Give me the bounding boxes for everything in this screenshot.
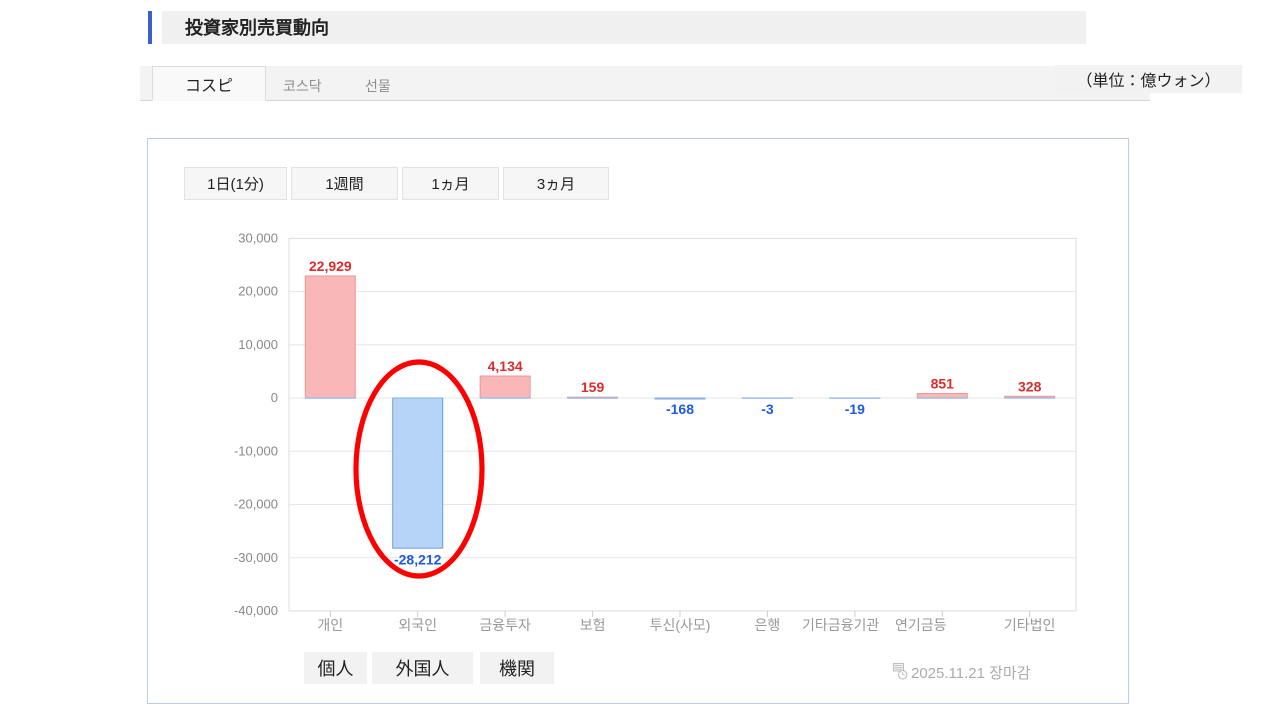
svg-text:328: 328	[1018, 378, 1042, 394]
svg-text:개인: 개인	[317, 617, 343, 633]
svg-text:투신(사모): 투신(사모)	[650, 617, 711, 633]
svg-text:30,000: 30,000	[238, 231, 278, 246]
svg-text:기타법인: 기타법인	[1004, 617, 1056, 633]
svg-text:은행: 은행	[755, 617, 781, 633]
svg-text:-40,000: -40,000	[234, 603, 278, 618]
svg-text:22,929: 22,929	[309, 258, 352, 274]
svg-text:-3: -3	[761, 401, 774, 417]
svg-text:-168: -168	[666, 401, 694, 417]
svg-text:보험: 보험	[580, 617, 606, 633]
svg-text:4,134: 4,134	[488, 358, 523, 374]
svg-text:-19: -19	[845, 401, 865, 417]
svg-text:851: 851	[931, 376, 955, 392]
svg-text:0: 0	[271, 390, 278, 405]
svg-text:-10,000: -10,000	[234, 443, 278, 458]
svg-text:-20,000: -20,000	[234, 497, 278, 512]
svg-text:-30,000: -30,000	[234, 550, 278, 565]
svg-text:10,000: 10,000	[238, 337, 278, 352]
svg-text:연기금등: 연기금등	[895, 617, 947, 633]
svg-text:20,000: 20,000	[238, 284, 278, 299]
svg-text:기타금융기관: 기타금융기관	[802, 617, 879, 633]
svg-text:159: 159	[581, 379, 605, 395]
svg-text:금융투자: 금융투자	[479, 617, 531, 633]
svg-text:외국인: 외국인	[398, 617, 437, 633]
svg-text:-28,212: -28,212	[394, 552, 442, 568]
